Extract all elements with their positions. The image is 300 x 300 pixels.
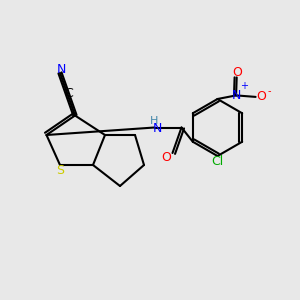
Text: H: H (150, 116, 158, 126)
Text: N: N (153, 122, 162, 136)
Text: S: S (56, 164, 64, 177)
Text: N: N (57, 63, 66, 76)
Text: O: O (256, 90, 266, 104)
Text: O: O (232, 66, 242, 80)
Text: C: C (64, 87, 74, 101)
Text: O: O (162, 151, 171, 164)
Text: N: N (231, 89, 241, 102)
Text: +: + (241, 81, 248, 92)
Text: -: - (267, 86, 271, 97)
Text: Cl: Cl (212, 155, 224, 168)
